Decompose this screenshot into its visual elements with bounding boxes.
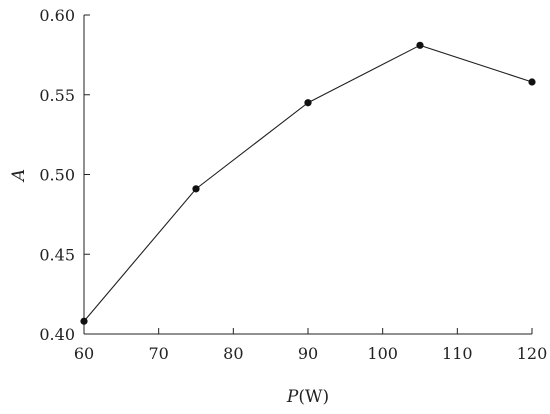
series-line <box>83 44 533 322</box>
x-tick-label: 110 <box>442 344 473 363</box>
axes <box>83 15 532 335</box>
data-point <box>416 41 424 49</box>
y-axis-label: A <box>9 169 29 183</box>
data-point <box>304 99 312 107</box>
data-point <box>192 185 200 193</box>
x-tick-label: 90 <box>298 344 318 363</box>
x-tick-label: 60 <box>74 344 94 363</box>
x-tick-label: 70 <box>148 344 168 363</box>
data-point <box>80 317 88 325</box>
y-tick-label: 0.40 <box>39 325 75 344</box>
y-tick-label: 0.60 <box>39 6 75 25</box>
y-ticks: 0.40 0.45 0.50 0.55 0.60 <box>39 6 90 344</box>
x-tick-label: 100 <box>367 344 398 363</box>
x-axis-label: P(W) <box>286 387 329 407</box>
y-tick-label: 0.55 <box>39 86 75 105</box>
y-tick-label: 0.45 <box>39 245 75 264</box>
x-ticks: 60 70 80 90 100 110 120 <box>74 328 547 363</box>
y-tick-label: 0.50 <box>39 166 75 185</box>
x-tick-label: 120 <box>517 344 548 363</box>
x-axis-symbol: P <box>286 387 299 407</box>
plot-area <box>80 41 536 325</box>
data-point <box>528 78 536 86</box>
x-axis-unit: (W) <box>298 387 329 407</box>
x-tick-label: 80 <box>223 344 243 363</box>
